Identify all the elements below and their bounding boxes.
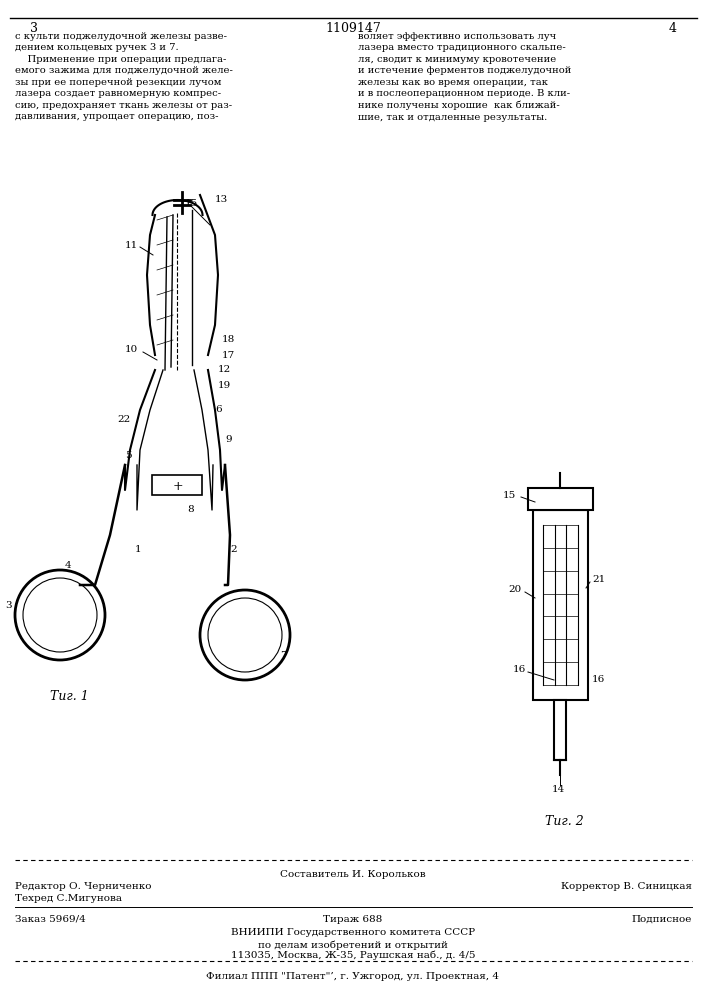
Text: 14: 14	[552, 786, 566, 794]
Text: 3: 3	[5, 600, 11, 609]
Text: Τиг. 1: Τиг. 1	[50, 690, 89, 703]
FancyBboxPatch shape	[533, 510, 588, 700]
Text: Филиал ППП "Патент"’, г. Ужгород, ул. Проектная, 4: Филиал ППП "Патент"’, г. Ужгород, ул. Пр…	[206, 972, 500, 981]
Text: Техред С.Мигунова: Техред С.Мигунова	[15, 894, 122, 903]
Text: Τиг. 2: Τиг. 2	[545, 815, 584, 828]
Text: 11: 11	[125, 240, 139, 249]
Bar	[528, 488, 593, 510]
Text: 5: 5	[125, 450, 132, 460]
Text: с культи поджелудочной железы разве-
дением кольцевых ручек 3 и 7.
    Применени: с культи поджелудочной железы разве- ден…	[15, 32, 233, 121]
Text: 17: 17	[222, 351, 235, 360]
Text: 2: 2	[230, 546, 237, 554]
Text: Заказ 5969/4: Заказ 5969/4	[15, 915, 86, 924]
Text: ВНИИПИ Государственного комитета СССР: ВНИИПИ Государственного комитета СССР	[231, 928, 475, 937]
Text: 19: 19	[218, 380, 231, 389]
Text: +: +	[173, 480, 183, 493]
Text: 13: 13	[215, 196, 228, 205]
Text: 12: 12	[218, 365, 231, 374]
Text: Составитель И. Корольков: Составитель И. Корольков	[280, 870, 426, 879]
Text: 15: 15	[185, 198, 198, 208]
Text: 21: 21	[592, 576, 605, 584]
Text: 4: 4	[65, 560, 71, 570]
Text: 4: 4	[669, 22, 677, 35]
Text: Подписное: Подписное	[631, 915, 692, 924]
Text: 1109147: 1109147	[325, 22, 381, 35]
Text: 7: 7	[280, 650, 286, 660]
Text: 9: 9	[225, 436, 232, 444]
Text: 22: 22	[117, 416, 130, 424]
Text: 16: 16	[513, 666, 526, 674]
Text: Тираж 688: Тираж 688	[323, 915, 382, 924]
Text: 16: 16	[592, 676, 605, 684]
Text: 1: 1	[135, 546, 141, 554]
Text: 15: 15	[503, 490, 516, 499]
Text: 18: 18	[222, 336, 235, 344]
Text: Редактор О. Черниченко: Редактор О. Черниченко	[15, 882, 151, 891]
Text: 113035, Москва, Ж-35, Раушская наб., д. 4/5: 113035, Москва, Ж-35, Раушская наб., д. …	[230, 951, 475, 960]
Text: 8: 8	[187, 506, 194, 514]
Text: 6: 6	[215, 406, 221, 414]
Text: воляет эффективно использовать луч
лазера вместо традиционного скальпе-
ля, свод: воляет эффективно использовать луч лазер…	[358, 32, 571, 122]
Text: 10: 10	[125, 346, 139, 355]
Bar	[554, 700, 566, 760]
Bar	[153, 475, 202, 495]
Text: Корректор В. Синицкая: Корректор В. Синицкая	[561, 882, 692, 891]
Text: 3: 3	[30, 22, 38, 35]
Text: по делам изобретений и открытий: по делам изобретений и открытий	[258, 940, 448, 950]
Text: 20: 20	[508, 585, 521, 594]
